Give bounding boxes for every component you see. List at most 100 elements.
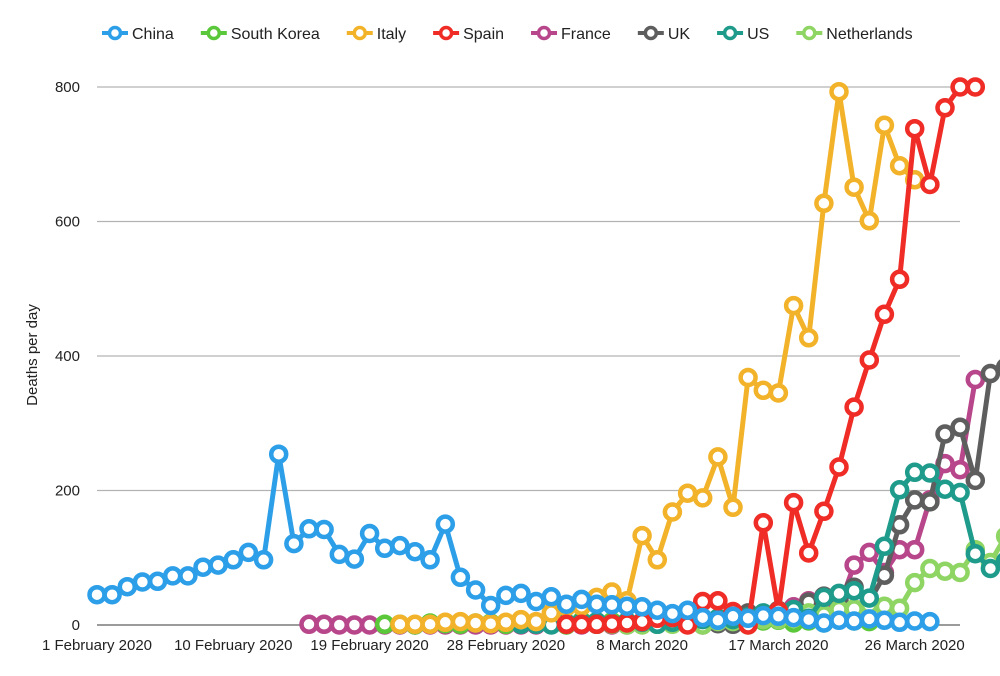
legend: China South Korea Italy Spain France UK US Neth… bbox=[102, 25, 913, 43]
data-point bbox=[526, 611, 546, 632]
data-point bbox=[511, 609, 531, 630]
data-point bbox=[541, 603, 562, 623]
data-point bbox=[935, 479, 955, 499]
data-point bbox=[147, 571, 168, 592]
data-point bbox=[617, 596, 637, 616]
data-point bbox=[480, 595, 501, 616]
data-point bbox=[480, 613, 501, 634]
data-point bbox=[314, 614, 334, 635]
legend-label: South Korea bbox=[231, 26, 320, 43]
series-layer bbox=[87, 77, 1000, 635]
data-point bbox=[980, 558, 1000, 579]
legend-marker bbox=[722, 25, 738, 41]
data-point bbox=[284, 533, 304, 554]
data-point bbox=[768, 383, 789, 403]
data-point bbox=[586, 594, 607, 614]
data-point bbox=[859, 211, 880, 231]
data-point bbox=[162, 566, 183, 586]
data-point bbox=[950, 417, 970, 438]
data-point bbox=[359, 615, 380, 635]
data-point bbox=[405, 541, 425, 562]
data-point bbox=[920, 611, 940, 632]
data-point bbox=[374, 538, 395, 559]
legend-item: Netherlands bbox=[796, 25, 913, 43]
x-tick-label: 10 February 2020 bbox=[174, 637, 292, 654]
data-point bbox=[526, 591, 546, 612]
data-point bbox=[238, 542, 259, 563]
series-line bbox=[397, 89, 918, 627]
y-tick-label: 600 bbox=[55, 214, 80, 231]
data-point bbox=[980, 363, 1000, 384]
x-tick-label: 8 March 2020 bbox=[596, 637, 688, 654]
data-point bbox=[723, 497, 743, 518]
x-tick-label: 19 February 2020 bbox=[310, 637, 428, 654]
data-point bbox=[314, 519, 334, 540]
data-point bbox=[450, 611, 471, 632]
data-point bbox=[344, 615, 365, 635]
y-tick-label: 200 bbox=[55, 483, 80, 500]
legend-label: US bbox=[747, 26, 769, 43]
data-point bbox=[920, 174, 940, 195]
data-point bbox=[299, 519, 319, 539]
data-point bbox=[268, 444, 289, 464]
data-point bbox=[935, 561, 955, 581]
data-point bbox=[738, 367, 758, 388]
data-point bbox=[556, 614, 577, 635]
data-point bbox=[950, 482, 970, 503]
data-point bbox=[87, 584, 107, 605]
data-point bbox=[708, 610, 728, 631]
data-point bbox=[253, 550, 274, 570]
y-axis-ticks: 0 200 400 600 800 bbox=[55, 79, 80, 634]
legend-label: UK bbox=[668, 26, 691, 43]
data-point bbox=[874, 610, 895, 631]
legend-marker bbox=[438, 25, 454, 41]
data-point bbox=[904, 572, 925, 593]
series-italy bbox=[390, 81, 925, 635]
data-point bbox=[859, 542, 880, 563]
data-point bbox=[708, 447, 728, 467]
data-point bbox=[677, 483, 698, 503]
series-france bbox=[299, 369, 986, 635]
data-point bbox=[496, 612, 516, 633]
data-point bbox=[965, 369, 986, 390]
data-point bbox=[814, 501, 834, 522]
data-point bbox=[920, 463, 940, 483]
data-point bbox=[632, 525, 652, 546]
data-point bbox=[829, 583, 849, 604]
data-point bbox=[814, 587, 834, 608]
data-point bbox=[374, 614, 395, 635]
data-point bbox=[662, 603, 683, 624]
data-point bbox=[602, 595, 622, 615]
data-point bbox=[465, 580, 486, 600]
data-point bbox=[193, 557, 213, 577]
data-point bbox=[390, 614, 410, 635]
y-axis-label: Deaths per day bbox=[24, 304, 41, 406]
data-point bbox=[965, 77, 986, 97]
legend-marker bbox=[206, 25, 222, 41]
data-point bbox=[208, 555, 228, 575]
data-point bbox=[844, 397, 864, 417]
legend-item: South Korea bbox=[200, 25, 320, 43]
legend-marker bbox=[643, 25, 659, 41]
data-point bbox=[829, 610, 849, 631]
data-point bbox=[950, 459, 970, 480]
data-point bbox=[359, 523, 380, 544]
data-point bbox=[329, 615, 350, 635]
data-point bbox=[708, 591, 728, 611]
data-point bbox=[904, 611, 925, 631]
data-point bbox=[874, 536, 895, 557]
data-point bbox=[677, 600, 698, 620]
data-point bbox=[768, 606, 789, 627]
data-point bbox=[965, 543, 986, 564]
data-point bbox=[829, 81, 849, 102]
data-point bbox=[586, 614, 607, 635]
legend-marker bbox=[536, 25, 552, 41]
legend-label: Netherlands bbox=[826, 26, 912, 43]
data-point bbox=[889, 612, 910, 633]
x-tick-label: 17 March 2020 bbox=[728, 637, 828, 654]
data-point bbox=[556, 594, 577, 614]
data-point bbox=[904, 490, 925, 510]
data-point bbox=[420, 614, 440, 635]
x-tick-label: 1 February 2020 bbox=[42, 637, 152, 654]
